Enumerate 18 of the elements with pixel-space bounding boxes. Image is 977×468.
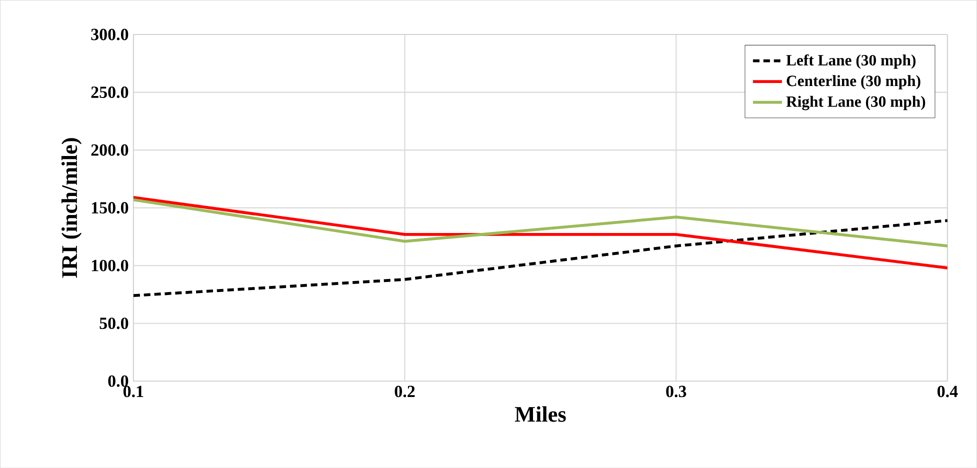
line-series [133, 198, 948, 248]
y-tick-label: 100.0 [92, 260, 128, 272]
y-tick-label: 250.0 [91, 86, 128, 98]
legend-label: Left Lane (30 mph) [786, 54, 916, 69]
legend-label: Right Lane (30 mph) [786, 96, 926, 110]
y-tick-label: 150.0 [92, 202, 128, 214]
y-tick-label: 50.0 [100, 317, 128, 329]
x-axis-title: Miles [514, 406, 566, 422]
y-axis-title: IRI (inch/mile) [61, 138, 82, 278]
legend-label: Centerline (30 mph) [786, 75, 920, 90]
x-tick-label: 0.1 [123, 386, 144, 398]
y-tick-label: 0.0 [108, 375, 128, 387]
x-tick-label: 0.2 [394, 386, 415, 398]
y-tick-label: 200.0 [91, 144, 128, 156]
x-tick-label: 0.4 [938, 386, 958, 398]
line-series [133, 218, 948, 297]
x-tick-label: 0.3 [666, 386, 686, 398]
y-tick-label: 300.0 [91, 28, 128, 40]
